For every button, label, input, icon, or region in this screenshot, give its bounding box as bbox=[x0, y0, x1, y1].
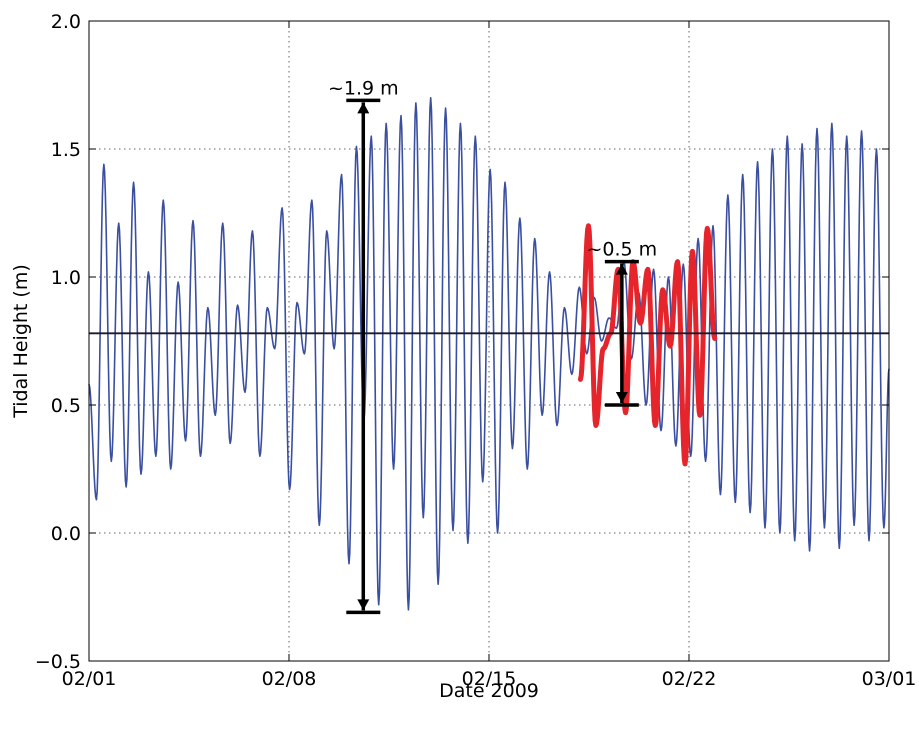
range-annotation: ~0.5 m bbox=[587, 239, 658, 407]
annotation-label: ~0.5 m bbox=[587, 239, 658, 261]
y-axis-label: Tidal Height (m) bbox=[10, 264, 32, 419]
x-tick-label: 02/15 bbox=[462, 668, 517, 690]
range-annotation: ~1.9 m bbox=[328, 77, 399, 615]
x-axis-label: Date 2009 bbox=[439, 680, 539, 702]
x-tick-label: 02/08 bbox=[262, 668, 317, 690]
annotation-arrowhead-up bbox=[357, 102, 370, 114]
tide-series-line bbox=[88, 97, 890, 611]
y-tick-label: 1.0 bbox=[51, 267, 81, 289]
x-tick-label: 03/01 bbox=[862, 668, 917, 690]
annotation-arrowhead-down bbox=[357, 599, 370, 611]
annotation-arrowhead-down bbox=[615, 392, 628, 403]
y-tick-label: 0.0 bbox=[51, 523, 81, 545]
annotation-label: ~1.9 m bbox=[328, 77, 399, 99]
x-tick-label: 02/01 bbox=[62, 668, 117, 690]
x-axis: 02/01 02/08 02/15 02/22 03/01 bbox=[62, 21, 917, 690]
y-tick-label: 1.5 bbox=[51, 139, 81, 161]
x-tick-label: 02/22 bbox=[662, 668, 717, 690]
highlight-series-line bbox=[577, 223, 718, 467]
annotation-layer: ~1.9 m ~0.5 m bbox=[328, 77, 658, 615]
y-tick-label: 2.0 bbox=[51, 11, 81, 33]
y-tick-label: −0.5 bbox=[35, 651, 81, 673]
y-axis: −0.5 0.0 0.5 1.0 1.5 2.0 bbox=[35, 11, 889, 673]
series-layer bbox=[88, 97, 890, 611]
y-tick-label: 0.5 bbox=[51, 395, 81, 417]
annotation-arrowhead-up bbox=[615, 263, 628, 275]
